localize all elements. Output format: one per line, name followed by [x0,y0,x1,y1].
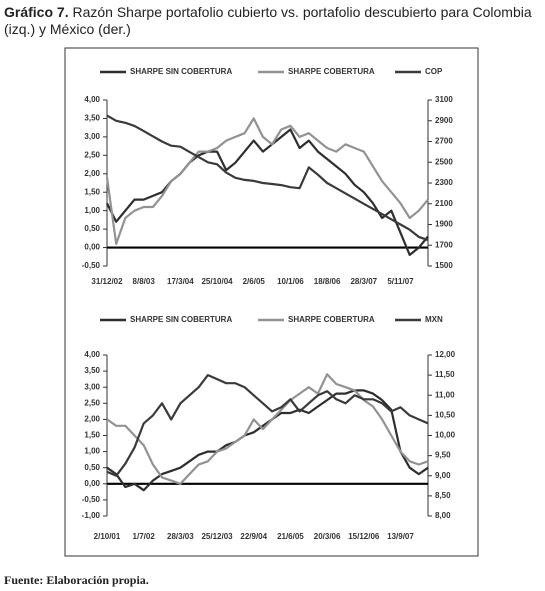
x-tick-label: 10/1/06 [277,277,304,286]
x-tick-label: 28/3/07 [350,277,377,286]
y-tick-label: 3,00 [84,132,100,141]
figure-frame [64,47,479,557]
y2-tick-label: 11,50 [435,370,455,379]
y2-tick-label: 2700 [435,137,453,146]
series-line [106,128,429,256]
y-tick-label: 2,00 [84,415,100,424]
y-tick-label: 0,50 [84,224,100,233]
source-note: Fuente: Elaboración propia. [4,573,149,587]
y-tick-label: 3,00 [84,382,100,391]
y-tick-label: -0,50 [82,261,101,270]
y2-tick-label: 1700 [435,240,453,249]
y2-tick-label: 2500 [435,157,453,166]
legend-label: SHARPE SIN COBERTURA [130,67,232,76]
x-tick-label: 25/10/04 [201,277,233,286]
x-tick-label: 22/9/04 [240,532,267,541]
x-tick-label: 20/3/06 [314,532,341,541]
x-tick-label: 18/8/06 [314,277,341,286]
y-tick-label: 0,00 [84,479,100,488]
x-tick-label: 31/12/02 [91,277,123,286]
legend-label: SHARPE COBERTURA [288,315,375,324]
y-tick-label: 2,00 [84,169,100,178]
y-tick-label: 1,50 [84,431,100,440]
figure: -0,50 0,00 0,50 1,00 1,50 2,00 2,50 3,00 3,50 4,0… [64,47,479,557]
y-tick-label: 0,50 [84,463,100,472]
y-tick-label: 4,00 [84,95,100,104]
x-tick-label: 1/7/02 [133,532,156,541]
y2-tick-label: 2300 [435,178,453,187]
y-tick-label: 1,00 [84,206,100,215]
y2-tick-label: 10,00 [435,431,456,440]
series-line [106,374,429,477]
y-tick-label: 2,50 [84,398,100,407]
x-tick-label: 8/8/03 [133,277,156,286]
x-tick-label: 5/11/07 [387,277,414,286]
y-tick-label: 3,50 [84,366,100,375]
y2-tick-label: 1500 [435,261,453,270]
y2-tick-label: 9,00 [435,471,451,480]
legend-label: COP [425,67,443,76]
y2-tick-label: 8,00 [435,511,451,520]
x-tick-label: 17/3/04 [167,277,194,286]
caption-text: Razón Sharpe portafolio cubierto vs. por… [4,4,532,37]
x-tick-label: 21/6/05 [277,532,304,541]
y2-tick-label: 3100 [435,95,453,104]
series-line [105,117,429,245]
y2-tick-label: 8,50 [435,491,451,500]
y2-tick-label: 11,00 [435,390,455,399]
legend-label: MXN [425,315,443,324]
x-tick-label: 15/12/06 [348,532,380,541]
y-tick-label: 0,00 [84,243,100,252]
series-line [106,389,429,492]
y2-tick-label: 2900 [435,116,453,125]
y2-tick-label: 10,50 [435,410,456,419]
y-tick-label: 1,50 [84,187,100,196]
y-tick-label: 1,00 [84,447,100,456]
legend-label: SHARPE COBERTURA [288,67,375,76]
caption-label: Gráfico 7. [4,4,69,20]
y-tick-label: -1,00 [82,511,101,520]
x-tick-label: 2/10/01 [94,532,121,541]
x-tick-label: 13/9/07 [387,532,414,541]
y-tick-label: 2,50 [84,150,100,159]
y2-tick-label: 2100 [435,199,453,208]
y-tick-label: 4,00 [84,350,100,359]
y2-tick-label: 12,00 [435,350,456,359]
x-tick-label: 2/6/05 [243,277,266,286]
y-tick-label: -0,50 [82,495,101,504]
y2-tick-label: 9,50 [435,451,451,460]
series-line [106,373,429,485]
y2-tick-label: 1900 [435,220,453,229]
x-tick-label: 28/3/03 [167,532,194,541]
series-line [106,114,429,242]
legend-label: SHARPE SIN COBERTURA [130,315,232,324]
caption: Gráfico 7. Razón Sharpe portafolio cubie… [4,4,539,38]
x-tick-label: 25/12/03 [201,532,233,541]
y-tick-label: 3,50 [84,114,100,123]
